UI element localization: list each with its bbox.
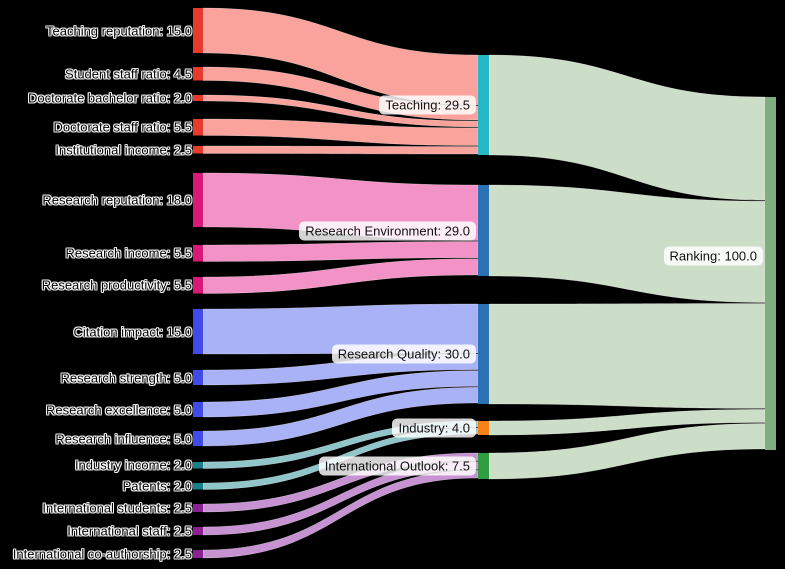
label-research-reputation: Research reputation: 18.0 xyxy=(42,192,192,208)
node-institutional-income xyxy=(193,146,203,154)
node-doctorate-staff-ratio xyxy=(193,119,203,136)
label-doctorate-staff-ratio: Doctorate staff ratio: 5.5 xyxy=(53,119,193,135)
node-teaching-reputation xyxy=(193,8,203,53)
label-research-environment: Research Environment: 29.0 xyxy=(299,221,476,240)
flow-institutional-income xyxy=(202,145,479,155)
node-research-productivity xyxy=(193,277,203,294)
node-research-excellence xyxy=(193,402,203,417)
label-citation-impact: Citation impact: 15.0 xyxy=(73,324,192,339)
node-international-students xyxy=(193,504,203,512)
node-research-reputation xyxy=(193,173,203,227)
node-research-strength xyxy=(193,370,203,385)
label-institutional-income: Institutional income: 2.5 xyxy=(55,142,192,158)
label-international-students: International students: 2.5 xyxy=(42,500,192,516)
node-doctorate-bachelor-ratio xyxy=(193,95,203,101)
label-international-co-authorship: International co-authorship: 2.5 xyxy=(12,546,192,562)
label-research-productivity: Research productivity: 5.5 xyxy=(41,277,192,293)
node-international-co-authorship xyxy=(193,550,203,558)
flow-research-environment xyxy=(488,184,766,303)
node-research-influence xyxy=(193,431,203,446)
label-industry-income: Industry income: 2.0 xyxy=(74,457,192,473)
label-research-excellence: Research excellence: 5.0 xyxy=(46,402,192,417)
label-international-outlook: International Outlook: 7.5 xyxy=(318,456,476,476)
label-patents: Patents: 2.0 xyxy=(122,478,192,494)
node-patents xyxy=(193,483,203,490)
flow-teaching xyxy=(488,54,766,201)
node-international-outlook xyxy=(478,453,489,479)
label-ranking: Ranking: 100.0 xyxy=(663,246,763,266)
node-research-quality xyxy=(478,304,489,404)
label-industry: Industry: 4.0 xyxy=(392,418,476,438)
node-research-income xyxy=(193,245,203,262)
label-research-quality: Research Quality: 30.0 xyxy=(331,344,476,364)
label-international-staff: International staff: 2.5 xyxy=(67,523,192,539)
flow-teaching-reputation xyxy=(202,7,479,106)
label-teaching: Teaching: 29.5 xyxy=(379,95,476,115)
node-industry xyxy=(478,421,489,435)
label-teaching-reputation: Teaching reputation: 15.0 xyxy=(46,23,192,38)
label-research-income: Research income: 5.5 xyxy=(65,245,192,261)
node-international-staff xyxy=(193,527,203,535)
node-teaching xyxy=(478,55,489,155)
flow-research-income xyxy=(202,241,479,262)
node-citation-impact xyxy=(193,309,203,354)
label-doctorate-bachelor-ratio: Doctorate bachelor ratio: 2.0 xyxy=(27,90,192,106)
label-research-influence: Research influence: 5.0 xyxy=(55,431,192,446)
node-industry-income xyxy=(193,462,203,469)
label-research-strength: Research strength: 5.0 xyxy=(60,370,192,385)
flow-research-productivity xyxy=(202,258,479,294)
node-research-environment xyxy=(478,185,489,276)
node-student-staff-ratio xyxy=(193,67,203,81)
label-student-staff-ratio: Student staff ratio: 4.5 xyxy=(65,66,192,82)
node-ranking xyxy=(765,97,776,450)
flow-research-quality xyxy=(488,303,766,409)
